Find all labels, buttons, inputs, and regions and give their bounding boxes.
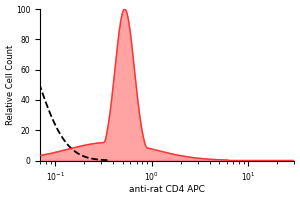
Y-axis label: Relative Cell Count: Relative Cell Count <box>6 45 15 125</box>
X-axis label: anti-rat CD4 APC: anti-rat CD4 APC <box>129 185 205 194</box>
